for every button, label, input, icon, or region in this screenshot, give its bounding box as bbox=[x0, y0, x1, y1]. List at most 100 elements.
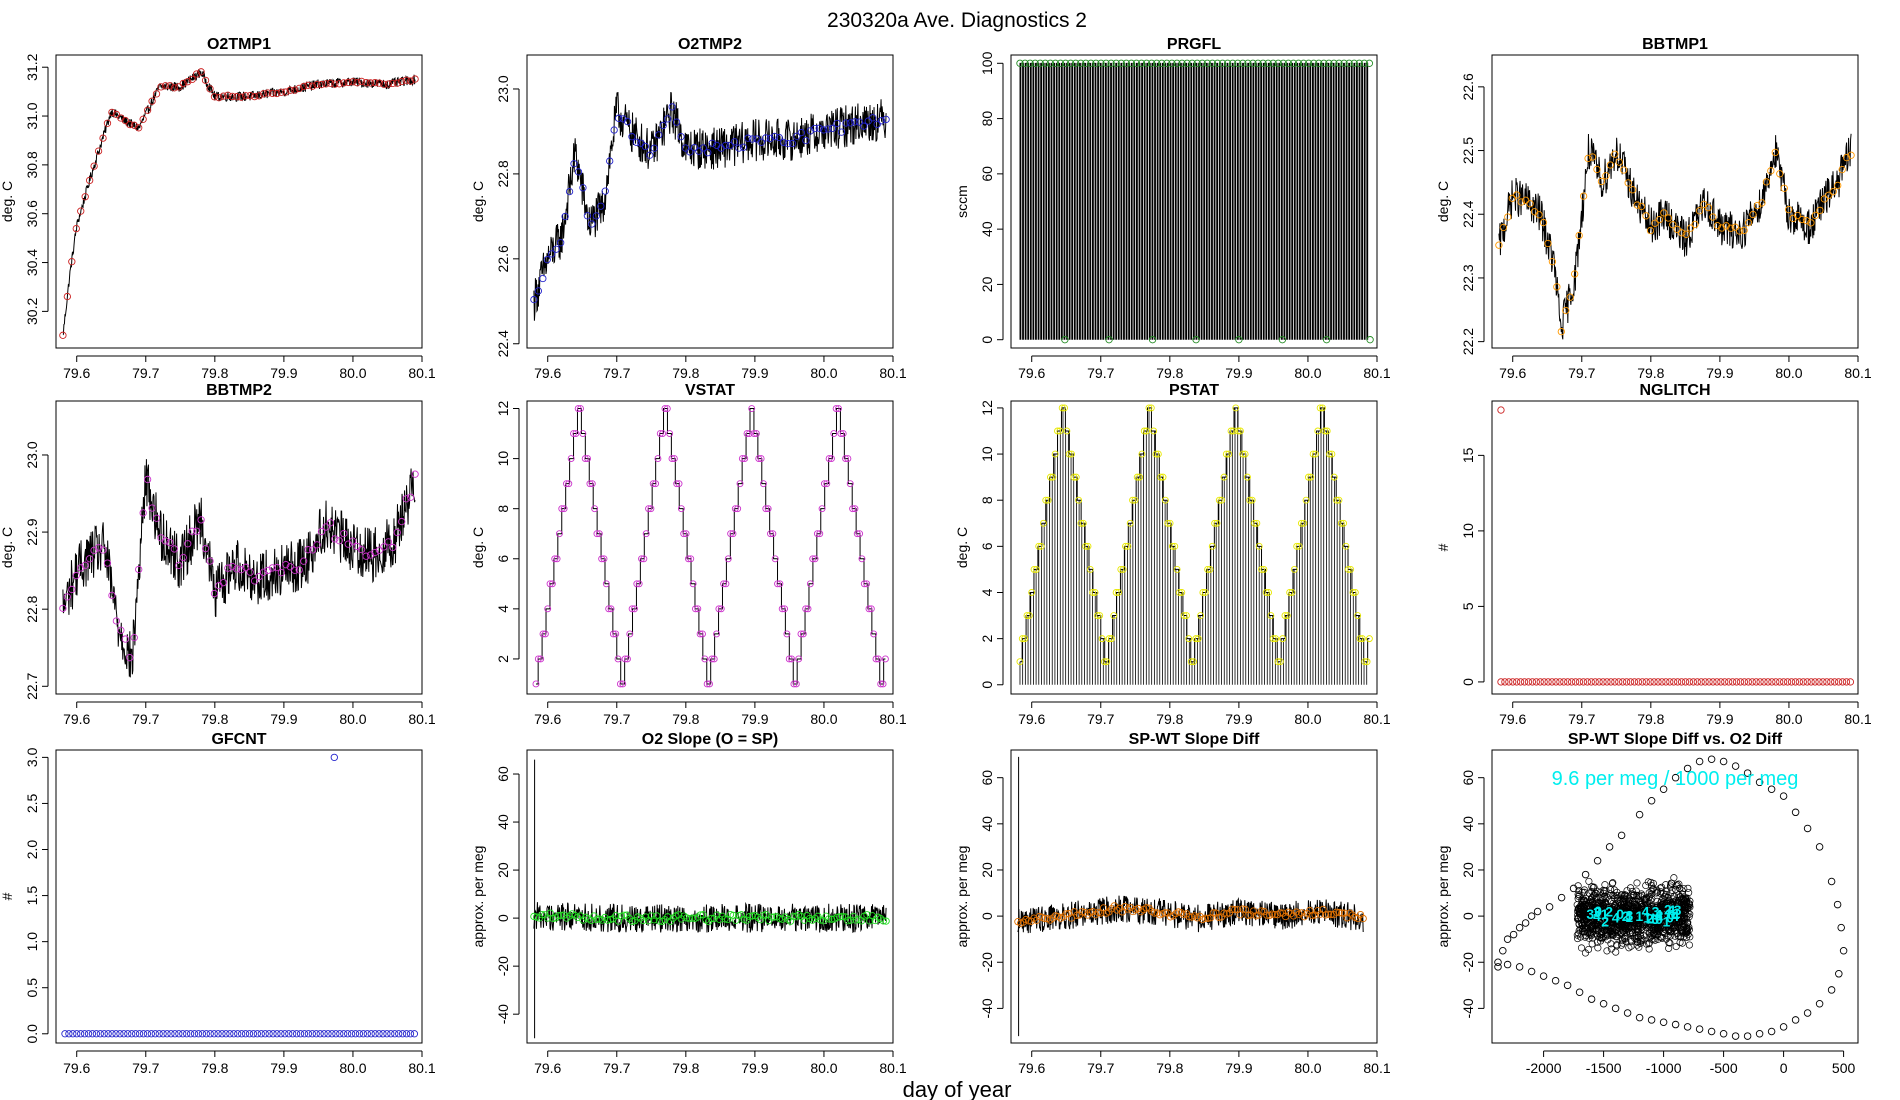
prgfl-point bbox=[1021, 59, 1029, 67]
prgfl-point bbox=[1310, 59, 1318, 67]
scatter-cluster-point bbox=[1661, 907, 1669, 915]
nglitch-point bbox=[1556, 678, 1564, 686]
vstat-point bbox=[628, 605, 636, 613]
scatter-ring-point bbox=[1521, 919, 1530, 927]
x-tick-label: 79.8 bbox=[1637, 711, 1664, 727]
scatter-cluster-point bbox=[1665, 927, 1673, 935]
nglitch-point bbox=[1811, 678, 1819, 686]
scatter-cyan-label: 4 bbox=[1642, 904, 1650, 920]
scatter-cluster-point bbox=[1581, 933, 1589, 941]
vstat-point bbox=[668, 455, 676, 463]
scatter-cluster-point bbox=[1681, 894, 1689, 902]
scatter-cluster-point bbox=[1582, 931, 1590, 940]
nglitch-point bbox=[1615, 678, 1623, 686]
vstat-point bbox=[823, 480, 831, 488]
bbtmp2-point bbox=[295, 566, 303, 574]
bbtmp2-point bbox=[393, 528, 401, 537]
vstat-point bbox=[696, 630, 704, 638]
pstat-point bbox=[1244, 473, 1251, 481]
y-tick-label: 22.6 bbox=[495, 245, 511, 272]
spwt-point bbox=[1247, 911, 1255, 919]
vstat-point bbox=[785, 655, 793, 663]
spwt-point bbox=[1244, 911, 1252, 920]
scatter-cluster-point bbox=[1624, 900, 1632, 908]
pstat-point bbox=[1340, 519, 1348, 527]
prgfl-point bbox=[1229, 59, 1237, 67]
x-tick-label: 79.7 bbox=[1568, 365, 1595, 381]
x-tick-label: 79.8 bbox=[1156, 365, 1183, 381]
gfcnt-point bbox=[277, 1030, 285, 1038]
o2tmp2-point bbox=[762, 134, 770, 142]
o2tmp2-point bbox=[543, 255, 551, 264]
vstat-point bbox=[548, 580, 556, 588]
scatter-ring-point bbox=[1779, 792, 1788, 800]
scatter-cluster-point bbox=[1640, 906, 1648, 914]
x-tick-label: 80.1 bbox=[408, 711, 435, 727]
o2tmp2-point bbox=[557, 239, 565, 247]
scatter-cluster-point bbox=[1685, 941, 1693, 949]
scatter-cluster-point bbox=[1666, 939, 1674, 947]
spwt-point bbox=[1335, 908, 1343, 917]
scatter-ring-point bbox=[1767, 785, 1776, 793]
o2tmp2-point bbox=[833, 119, 841, 128]
o2tmp1-point bbox=[135, 124, 143, 132]
vstat-point bbox=[689, 580, 697, 588]
o2slope-point bbox=[882, 917, 890, 925]
o2tmp2-point bbox=[614, 114, 623, 122]
scatter-cluster-point bbox=[1593, 901, 1601, 910]
scatter-cluster-point bbox=[1619, 897, 1627, 905]
gfcnt-point bbox=[159, 1030, 167, 1038]
scatter-cluster-point bbox=[1588, 901, 1596, 909]
panel-frame-bbtmp1 bbox=[1491, 54, 1859, 349]
scatter-cluster-point bbox=[1663, 887, 1671, 895]
pstat-point bbox=[1131, 496, 1139, 504]
scatter-cluster-point bbox=[1588, 909, 1597, 917]
pstat-point bbox=[1037, 542, 1045, 550]
prgfl-point bbox=[1355, 59, 1363, 67]
scatter-cluster-point bbox=[1653, 914, 1661, 922]
scatter-ring-point bbox=[1719, 1030, 1728, 1038]
pstat-point bbox=[1126, 519, 1134, 527]
nglitch-point bbox=[1713, 678, 1721, 686]
o2tmp1-point bbox=[255, 92, 263, 100]
vstat-point bbox=[846, 480, 854, 488]
y-tick-label: 0 bbox=[979, 336, 995, 344]
pstat-point bbox=[1363, 658, 1371, 666]
nglitch-point bbox=[1591, 678, 1599, 686]
pstat-point bbox=[1107, 635, 1115, 643]
pstat-point bbox=[1075, 496, 1083, 504]
scatter-cluster-point bbox=[1678, 890, 1687, 898]
vstat-point bbox=[640, 555, 648, 563]
figure-title: 230320a Ave. Diagnostics 2 bbox=[827, 9, 1087, 32]
prgfl-series-line bbox=[1019, 62, 1369, 340]
scatter-ring-point bbox=[1515, 963, 1524, 971]
panel-ylabel-bbtmp1: deg. C bbox=[1435, 181, 1451, 222]
bbtmp1-point bbox=[1780, 184, 1788, 192]
panel-frame-spwt bbox=[1010, 749, 1378, 1044]
vstat-point bbox=[853, 530, 861, 538]
gfcnt-point bbox=[308, 1030, 316, 1038]
o2tmp1-point bbox=[313, 80, 321, 89]
gfcnt-point bbox=[304, 1030, 313, 1038]
prgfl-point bbox=[1284, 59, 1293, 67]
o2tmp2-point bbox=[842, 119, 850, 127]
pstat-point bbox=[1112, 589, 1120, 596]
scatter-cluster-point bbox=[1576, 926, 1584, 934]
gfcnt-point bbox=[112, 1030, 120, 1038]
pstat-point bbox=[1138, 450, 1146, 458]
y-tick-label: 0 bbox=[979, 912, 995, 920]
scatter-ring-point bbox=[1833, 900, 1842, 909]
pstat-point bbox=[1096, 612, 1104, 620]
vstat-point bbox=[776, 580, 784, 588]
pstat-point bbox=[1199, 589, 1207, 596]
prgfl-point bbox=[1061, 59, 1070, 67]
bbtmp1-point bbox=[1566, 293, 1574, 301]
scatter-cluster-point bbox=[1646, 892, 1654, 900]
scatter-cluster-point bbox=[1634, 895, 1642, 903]
o2tmp2-point bbox=[632, 138, 641, 146]
vstat-point bbox=[555, 530, 563, 538]
gfcnt-point bbox=[234, 1030, 242, 1038]
o2tmp1-point bbox=[201, 76, 210, 84]
o2tmp2-point bbox=[788, 139, 797, 148]
